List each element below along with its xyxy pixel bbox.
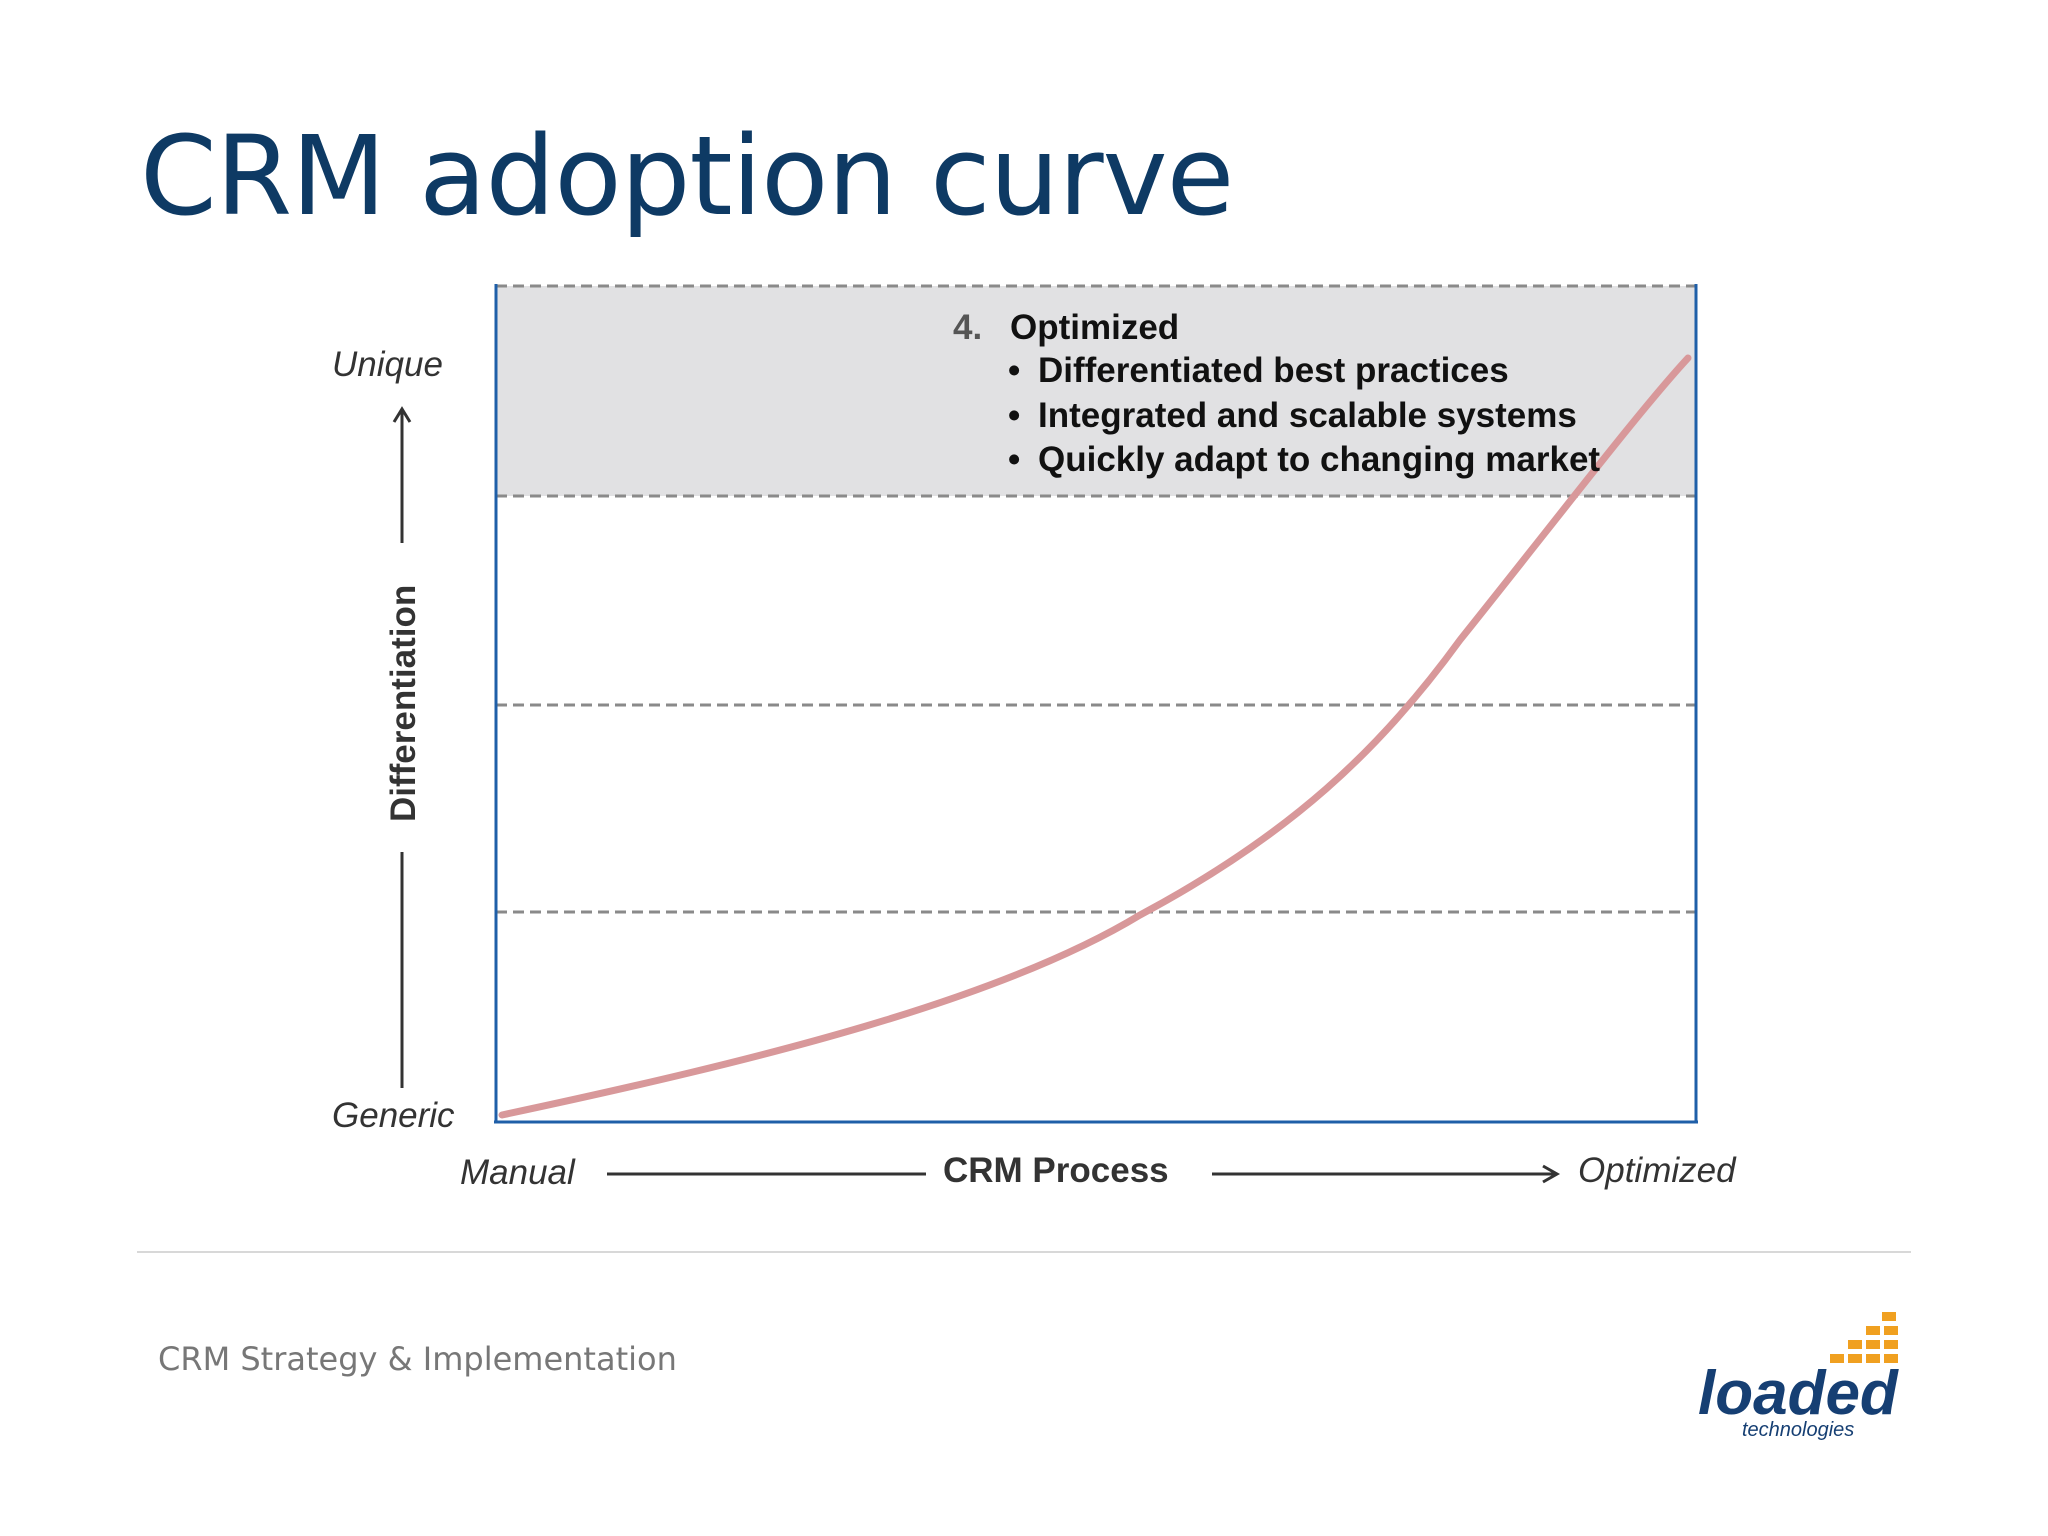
x-axis-title: CRM Process <box>943 1151 1169 1190</box>
x-axis-right-label: Optimized <box>1578 1151 1737 1190</box>
y-axis-arrow <box>392 406 412 1088</box>
logo-block <box>1884 1354 1898 1363</box>
logo-block <box>1866 1354 1880 1363</box>
stage-bullet-item: Integrated and scalable systems <box>1038 396 1577 435</box>
x-axis-arrow <box>607 1164 1561 1184</box>
optimized-stage-band <box>496 286 1696 496</box>
logo-block <box>1884 1340 1898 1349</box>
bullet-marker: • <box>1008 396 1020 435</box>
chart-frame <box>494 284 1698 1124</box>
logo-block <box>1866 1340 1880 1349</box>
stage-divider-lines <box>496 284 1696 914</box>
y-axis-bottom-label: Generic <box>332 1096 455 1135</box>
x-axis-left-label: Manual <box>460 1153 576 1192</box>
stage-bullet-item: Quickly adapt to changing market <box>1038 440 1600 479</box>
loaded-technologies-logo: loaded technologies <box>1698 1312 1899 1441</box>
logo-wordmark: loaded <box>1698 1359 1899 1428</box>
slide-title: CRM adoption curve <box>140 112 1234 240</box>
x-axis-arrowhead <box>1542 1164 1561 1184</box>
logo-tagline: technologies <box>1742 1419 1854 1441</box>
stage-number: 4. <box>953 308 982 347</box>
footer-text: CRM Strategy & Implementation <box>158 1340 677 1378</box>
bullet-marker: • <box>1008 440 1020 479</box>
y-axis-title: Differentiation <box>384 585 423 822</box>
bullet-marker: • <box>1008 351 1020 390</box>
logo-block <box>1866 1326 1880 1335</box>
stage-bullet-list: • Differentiated best practices • Integr… <box>1008 351 1600 479</box>
stage-bullet-item: Differentiated best practices <box>1038 351 1509 390</box>
stage-name: Optimized <box>1010 308 1179 347</box>
adoption-curve <box>498 354 1692 1119</box>
logo-block <box>1830 1354 1844 1363</box>
logo-mark-icon <box>1830 1312 1898 1363</box>
y-axis-top-label: Unique <box>332 345 443 384</box>
logo-block <box>1884 1326 1898 1335</box>
logo-block <box>1882 1312 1896 1321</box>
y-axis-arrowhead <box>392 406 412 423</box>
logo-block <box>1848 1340 1862 1349</box>
logo-block <box>1848 1354 1862 1363</box>
footer-divider <box>137 1251 1911 1253</box>
adoption-curve-diagram: 4. Optimized • Differentiated best pract… <box>332 284 1737 1192</box>
